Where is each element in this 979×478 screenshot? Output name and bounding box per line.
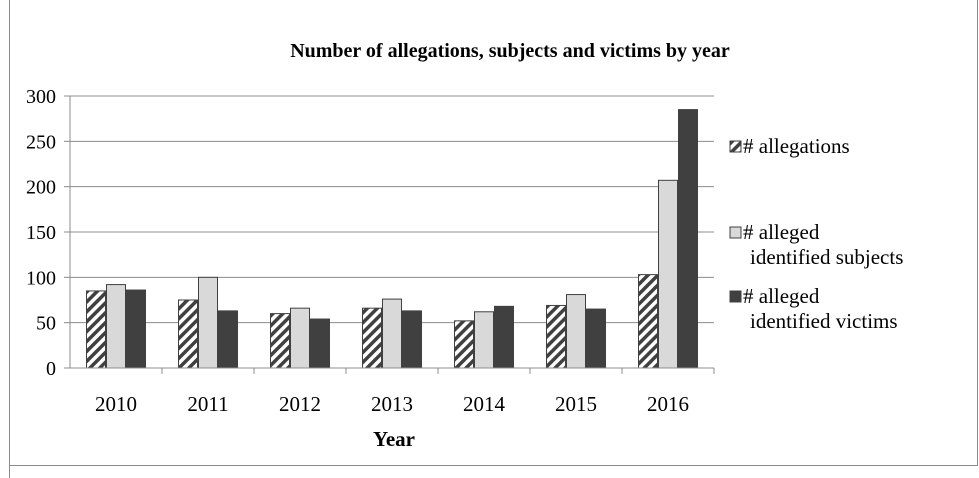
y-tick-label: 250 [26, 131, 56, 153]
y-tick-label: 100 [26, 267, 56, 289]
x-tick-label: 2012 [279, 392, 321, 416]
bar--alleged-identified-subjects-2016 [658, 179, 678, 369]
legend-label: identified victims [750, 309, 898, 333]
legend-swatch [729, 140, 742, 153]
frame-left-tick [9, 466, 10, 478]
bar--allegations-2012 [270, 313, 290, 369]
bar--allegations-2010 [86, 290, 106, 369]
bar--alleged-identified-victims-2012 [310, 318, 330, 369]
legend-item: # allegations [729, 134, 850, 158]
y-tick-labels: 0 50 100 150 200 250 300 [26, 86, 56, 380]
legend-label: # alleged [743, 220, 820, 244]
x-axis-label: Year [373, 427, 415, 451]
bar--alleged-identified-victims-2015 [586, 308, 606, 369]
x-tick-label: 2015 [555, 392, 597, 416]
bar--alleged-identified-subjects-2013 [382, 298, 402, 369]
y-tick-label: 150 [26, 222, 56, 244]
bar--allegations-2013 [362, 307, 382, 369]
chart-frame [9, 0, 978, 466]
bar--alleged-identified-victims-2016 [678, 109, 698, 369]
bar--alleged-identified-victims-2013 [402, 310, 422, 369]
gridlines [64, 95, 714, 369]
x-tick-label: 2013 [371, 392, 413, 416]
y-tick-label: 50 [36, 313, 56, 335]
bar--alleged-identified-subjects-2011 [198, 276, 218, 369]
bar--alleged-identified-victims-2010 [126, 289, 146, 369]
legend-label: identified subjects [750, 245, 903, 269]
axes [69, 96, 715, 374]
bar--allegations-2014 [454, 320, 474, 369]
chart-title: Number of allegations, subjects and vict… [290, 40, 730, 62]
bar--alleged-identified-victims-2014 [494, 305, 514, 369]
bar--allegations-2016 [638, 274, 658, 369]
x-tick-label: 2014 [463, 392, 506, 416]
bar--allegations-2011 [178, 299, 198, 369]
y-tick-label: 300 [26, 86, 56, 108]
bar--alleged-identified-subjects-2015 [566, 294, 586, 369]
legend-swatch [729, 290, 742, 303]
bar--alleged-identified-subjects-2014 [474, 311, 494, 369]
x-tick-label: 2016 [647, 392, 689, 416]
x-tick-label: 2011 [187, 392, 228, 416]
bar--alleged-identified-victims-2011 [218, 310, 238, 369]
legend-swatch [729, 226, 742, 239]
bar--alleged-identified-subjects-2012 [290, 307, 310, 369]
x-tick-labels: 2010 2011 2012 2013 2014 2015 2016 [95, 392, 689, 416]
x-tick-label: 2010 [95, 392, 137, 416]
legend-label: # allegations [743, 134, 850, 158]
bars [86, 109, 698, 369]
legend-label: # alleged [743, 284, 820, 308]
y-tick-label: 0 [46, 358, 56, 380]
y-tick-label: 200 [26, 177, 56, 199]
bar--alleged-identified-subjects-2010 [106, 284, 126, 369]
bar--allegations-2015 [546, 304, 566, 369]
